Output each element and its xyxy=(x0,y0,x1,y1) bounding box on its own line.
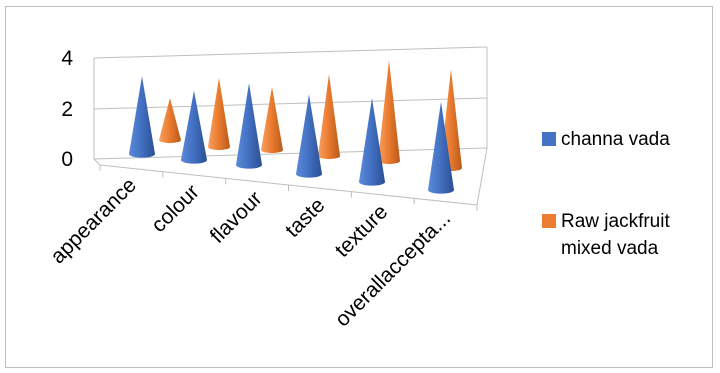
floor-right-edge xyxy=(476,147,488,206)
legend-item-channa: channa vada xyxy=(542,126,711,153)
x-category-label: texture xyxy=(331,200,393,262)
y-tick-label: 0 xyxy=(61,148,73,171)
back-wall-bottom xyxy=(93,147,488,160)
cone-jackfruit-2 xyxy=(261,87,283,154)
cone-channa-1 xyxy=(181,90,207,164)
y-tick-label: 2 xyxy=(61,98,73,121)
x-category-label: taste xyxy=(281,194,329,242)
chart-area xyxy=(5,6,713,368)
legend-swatch-channa xyxy=(542,132,556,146)
y-tick-label: 4 xyxy=(61,47,73,70)
legend-item-jackfruit: Raw jackfruit mixed vada xyxy=(542,208,701,262)
cone-jackfruit-3 xyxy=(318,74,340,160)
cone-channa-2 xyxy=(236,83,262,169)
gridline-2 xyxy=(93,97,488,110)
x-category-label: colour xyxy=(147,180,204,237)
legend-label-jackfruit: Raw jackfruit mixed vada xyxy=(561,211,670,259)
cone-jackfruit-4 xyxy=(378,60,400,165)
cone-channa-5 xyxy=(428,101,454,194)
cone-channa-4 xyxy=(359,98,385,186)
cone-jackfruit-1 xyxy=(208,77,230,151)
cone-channa-3 xyxy=(296,94,322,178)
legend-swatch-jackfruit xyxy=(542,214,556,228)
x-category-label: flavour xyxy=(206,187,267,248)
legend-label-channa: channa vada xyxy=(561,129,670,150)
x-category-label: appearance xyxy=(46,174,141,269)
cone-channa-0 xyxy=(129,76,155,158)
back-wall-top xyxy=(93,46,488,59)
cone-jackfruit-0 xyxy=(159,98,181,144)
floor-left-edge xyxy=(93,158,101,166)
